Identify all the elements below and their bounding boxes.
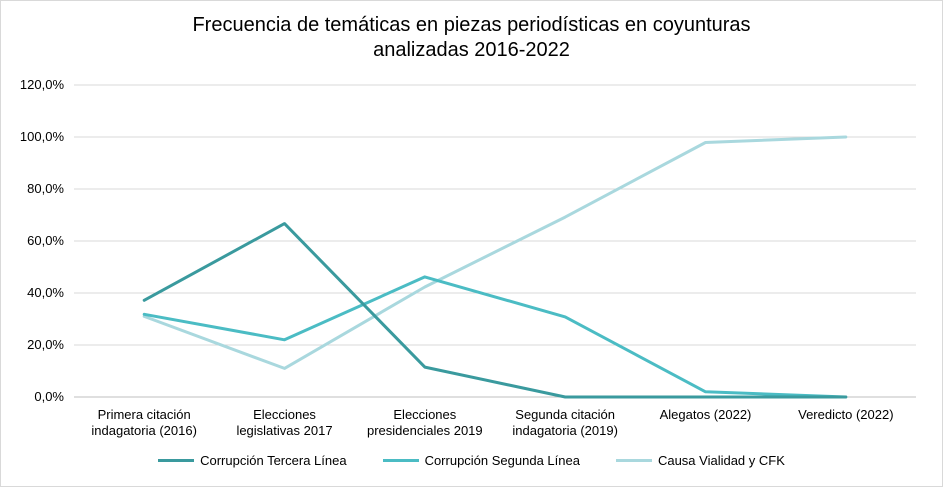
y-tick-label: 80,0%: [27, 181, 64, 196]
legend-swatch-series-3: [615, 459, 652, 462]
y-tick-label: 0,0%: [34, 389, 64, 404]
x-tick-label: presidenciales 2019: [367, 423, 483, 438]
x-tick-label: indagatoria (2019): [512, 423, 618, 438]
legend-swatch-series-2: [382, 459, 419, 462]
legend-label-series-1: Corrupción Tercera Línea: [200, 453, 347, 468]
x-tick-label: indagatoria (2016): [91, 423, 197, 438]
y-tick-label: 100,0%: [20, 129, 65, 144]
y-tick-label: 40,0%: [27, 285, 64, 300]
legend-swatch-series-1: [158, 459, 195, 462]
legend-item-series-1: Corrupción Tercera Línea: [158, 453, 347, 468]
x-tick-label: Primera citación: [98, 407, 191, 422]
legend-item-series-2: Corrupción Segunda Línea: [382, 453, 580, 468]
y-tick-label: 120,0%: [20, 77, 65, 92]
x-tick-label: Veredicto (2022): [798, 407, 893, 422]
legend: Corrupción Tercera Línea Corrupción Segu…: [1, 453, 942, 468]
x-tick-label: legislativas 2017: [236, 423, 332, 438]
chart-title: Frecuencia de temáticas en piezas period…: [1, 13, 942, 63]
legend-label-series-2: Corrupción Segunda Línea: [424, 453, 580, 468]
chart-title-line-2: analizadas 2016-2022: [373, 39, 570, 61]
x-tick-label: Elecciones: [253, 407, 316, 422]
y-tick-label: 60,0%: [27, 233, 64, 248]
x-tick-label: Elecciones: [393, 407, 456, 422]
series-line-3: [142, 135, 848, 370]
series-line-2: [142, 275, 848, 399]
x-tick-label: Segunda citación: [515, 407, 615, 422]
chart-title-line-1: Frecuencia de temáticas en piezas period…: [192, 14, 751, 36]
y-tick-label: 20,0%: [27, 337, 64, 352]
legend-label-series-3: Causa Vialidad y CFK: [657, 453, 785, 468]
series-line-1: [142, 222, 848, 399]
legend-item-series-3: Causa Vialidad y CFK: [615, 453, 785, 468]
x-tick-label: Alegatos (2022): [660, 407, 752, 422]
